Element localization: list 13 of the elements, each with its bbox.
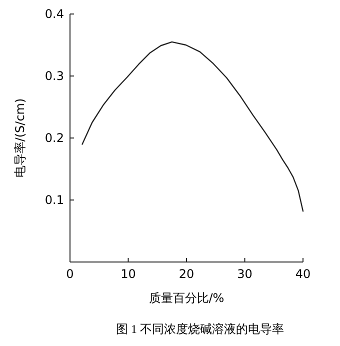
y-axis-title: 电导率/(S/cm) [13,98,27,178]
x-tick-label: 10 [120,267,136,281]
x-axis-title: 质量百分比/% [148,291,224,305]
x-tick-label: 40 [295,267,311,281]
y-tick-label: 0.3 [44,69,64,83]
x-tick-label: 20 [178,267,194,281]
x-tick-label: 0 [66,267,74,281]
caption: 图 1 不同浓度烧碱溶液的电导率 [116,322,284,336]
x-tick-label: 30 [237,267,252,281]
y-tick-label: 0.4 [44,7,64,21]
line-series [82,41,304,212]
y-tick-label: 0.1 [44,193,64,207]
y-tick-label: 0.2 [44,131,64,145]
